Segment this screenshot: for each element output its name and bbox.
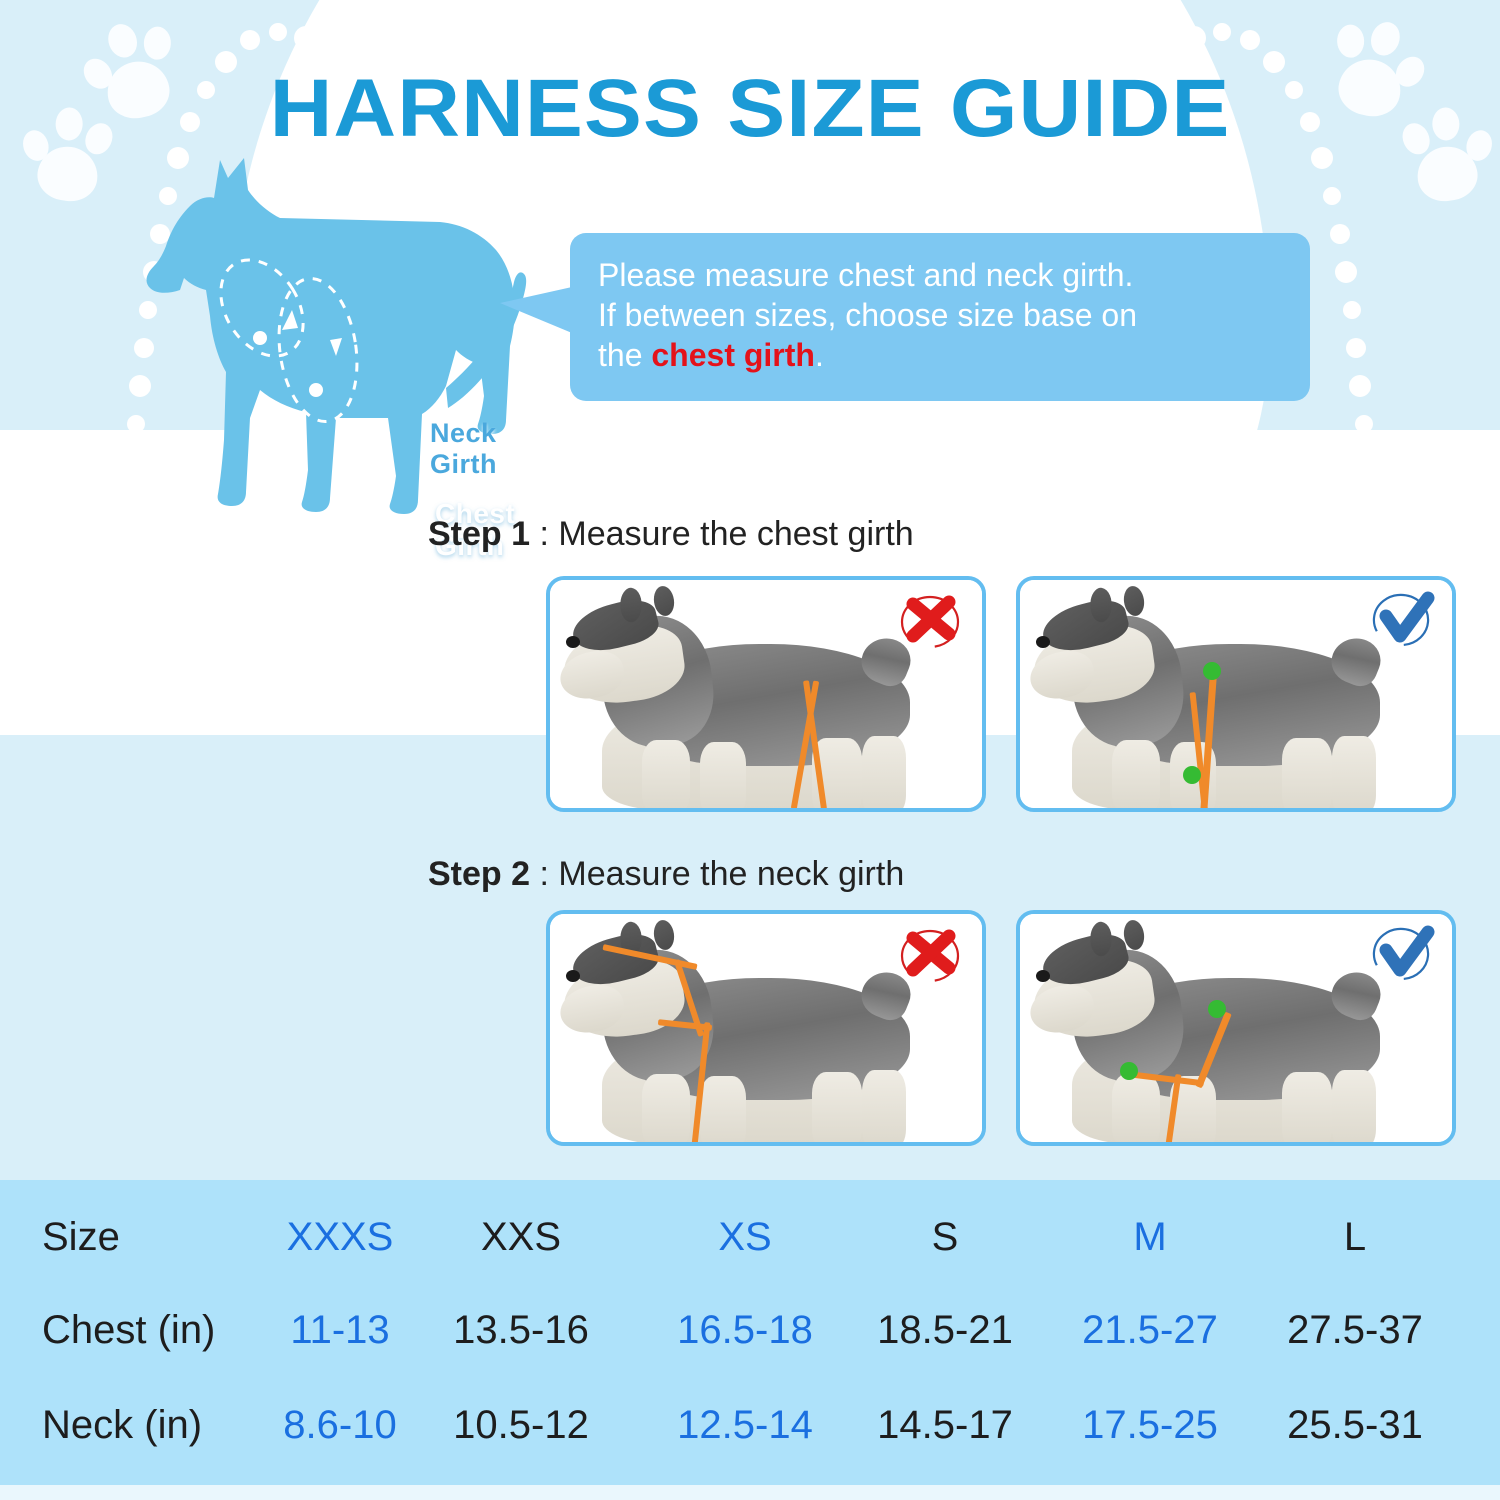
table-header-cell: XS — [718, 1215, 772, 1259]
table-cell: 17.5-25 — [1082, 1403, 1218, 1447]
table-cell: 16.5-18 — [677, 1308, 813, 1352]
measure-point-marker — [1203, 662, 1221, 680]
check-icon — [1372, 925, 1435, 981]
callout-line-1: Please measure chest and neck girth. — [598, 257, 1134, 293]
speech-bubble-tail — [500, 287, 572, 333]
dotted-arc-left — [123, 23, 318, 470]
step-1-text: Measure the chest girth — [558, 515, 914, 553]
callout-line-3: the chest girth. — [598, 335, 1282, 375]
table-header-cell: M — [1133, 1215, 1167, 1259]
table-cell: 10.5-12 — [453, 1403, 589, 1447]
callout-line3-suffix: . — [814, 337, 824, 373]
step-1-separator: : — [530, 515, 559, 553]
photo-panel-neck-correct — [1016, 910, 1456, 1146]
cross-icon — [900, 929, 960, 983]
table-row: Neck (in) 8.6-10 10.5-12 12.5-14 14.5-17… — [0, 1378, 1500, 1473]
table-row-label: Chest (in) — [42, 1308, 216, 1352]
table-cell: 21.5-27 — [1082, 1308, 1218, 1352]
dog-photo — [550, 580, 982, 808]
instruction-callout: Please measure chest and neck girth. If … — [570, 233, 1310, 401]
page-title: HARNESS SIZE GUIDE — [269, 63, 1231, 154]
step-2-text: Measure the neck girth — [558, 855, 905, 893]
table-header-cell: XXXS — [286, 1215, 394, 1259]
measure-point-marker — [1120, 1062, 1138, 1080]
callout-line-2: If between sizes, choose size base on — [598, 297, 1137, 333]
table-cell: 18.5-21 — [877, 1308, 1013, 1352]
table-cell: 27.5-37 — [1287, 1308, 1423, 1352]
table-header-cell: XXS — [480, 1215, 562, 1259]
background-bottom-strip — [0, 1485, 1500, 1500]
photo-panel-chest-incorrect — [546, 576, 986, 812]
cross-icon — [900, 595, 960, 649]
table-header-cell: S — [931, 1215, 959, 1259]
measure-point-marker — [1183, 766, 1201, 784]
table-row-label: Size — [42, 1215, 120, 1259]
photo-panel-neck-incorrect — [546, 910, 986, 1146]
table-cell: 25.5-31 — [1287, 1403, 1423, 1447]
dog-silhouette-diagram: Neck Girth Chest Girth — [140, 150, 570, 561]
step-1-heading: Step 1 : Measure the chest girth — [428, 515, 914, 554]
step-2-number: Step 2 — [428, 855, 531, 893]
table-cell: 14.5-17 — [877, 1403, 1013, 1447]
step-2-heading: Step 2 : Measure the neck girth — [428, 855, 904, 894]
table-row-label: Neck (in) — [42, 1403, 203, 1447]
table-cell: 11-13 — [290, 1308, 390, 1352]
step-1-number: Step 1 — [428, 515, 531, 553]
table-header-cell: L — [1343, 1215, 1367, 1259]
neck-girth-label: Neck Girth — [430, 418, 497, 479]
table-row: Size XXXS XXS XS S M L — [0, 1190, 1500, 1285]
step-2-separator: : — [530, 855, 559, 893]
table-cell: 12.5-14 — [677, 1403, 813, 1447]
dog-silhouette-icon — [146, 158, 527, 514]
measure-point-marker — [1208, 1000, 1226, 1018]
table-cell: 8.6-10 — [283, 1403, 397, 1447]
size-table: Size XXXS XXS XS S M L Chest (in) 11-13 … — [0, 1180, 1500, 1485]
dog-photo — [550, 914, 982, 1142]
callout-highlight: chest girth — [651, 337, 815, 373]
check-icon — [1372, 591, 1435, 647]
callout-line3-prefix: the — [598, 337, 652, 373]
table-row: Chest (in) 11-13 13.5-16 16.5-18 18.5-21… — [0, 1283, 1500, 1378]
dotted-arc-right — [1182, 23, 1377, 470]
chest-girth-label: Chest Girth — [435, 498, 516, 561]
photo-panel-chest-correct — [1016, 576, 1456, 812]
table-cell: 13.5-16 — [453, 1308, 589, 1352]
